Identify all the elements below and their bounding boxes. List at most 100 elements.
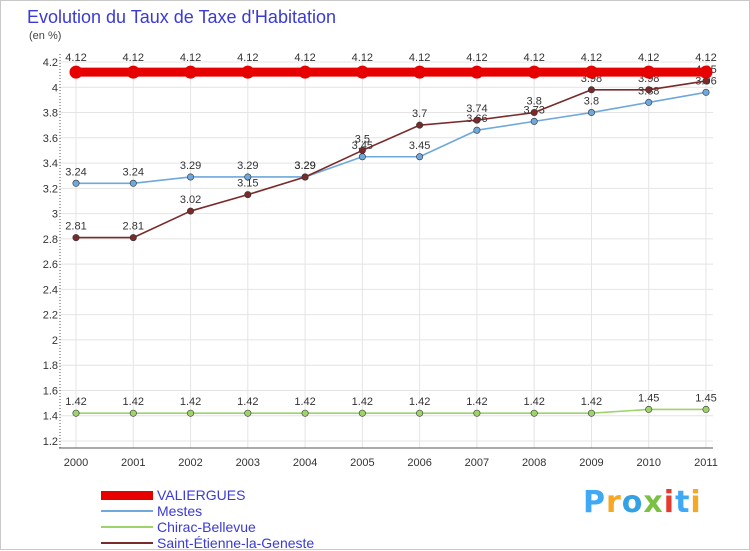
series-line-chirac-bellevue (76, 408, 706, 415)
data-point-chirac-bellevue (244, 409, 252, 417)
x-tick-label: 2005 (350, 457, 374, 469)
data-label-valiergues: 4.12 (294, 52, 315, 64)
data-point-saint-etienne-la-geneste (416, 121, 424, 129)
data-label-chirac-bellevue: 1.42 (65, 396, 86, 408)
legend-label: Mestes (157, 503, 203, 519)
data-point-valiergues (699, 65, 713, 79)
data-point-chirac-bellevue (187, 409, 195, 417)
data-point-mestes (129, 179, 137, 187)
data-point-chirac-bellevue (530, 409, 538, 417)
legend-swatch (101, 510, 153, 512)
data-label-valiergues: 4.12 (695, 52, 716, 64)
x-tick-label: 2006 (407, 457, 431, 469)
data-point-valiergues (527, 65, 541, 79)
data-label-chirac-bellevue: 1.42 (466, 396, 487, 408)
data-point-valiergues (298, 65, 312, 79)
data-point-saint-etienne-la-geneste (530, 109, 538, 117)
x-tick-label: 2003 (236, 457, 260, 469)
data-point-valiergues (69, 65, 83, 79)
data-point-valiergues (241, 65, 255, 79)
data-label-valiergues: 4.12 (638, 52, 659, 64)
data-label-mestes: 3.24 (123, 166, 144, 178)
data-point-mestes (358, 153, 366, 161)
data-point-chirac-bellevue (358, 409, 366, 417)
y-tick-label: 3.8 (43, 108, 58, 120)
data-point-chirac-bellevue (416, 409, 424, 417)
data-label-chirac-bellevue: 1.42 (237, 396, 258, 408)
data-point-valiergues (126, 65, 140, 79)
legend-label: Chirac-Bellevue (157, 519, 256, 535)
legend-label: Saint-Étienne-la-Geneste (157, 535, 315, 551)
series-line-saint-etienne-la-geneste (76, 80, 707, 239)
data-point-saint-etienne-la-geneste (187, 207, 195, 215)
data-label-chirac-bellevue: 1.42 (409, 396, 430, 408)
x-tick-label: 2008 (522, 457, 546, 469)
data-label-valiergues: 4.12 (237, 52, 258, 64)
data-point-saint-etienne-la-geneste (587, 86, 595, 94)
data-label-chirac-bellevue: 1.45 (695, 392, 716, 404)
x-tick-label: 2007 (465, 457, 489, 469)
y-tick-label: 3.2 (43, 183, 58, 195)
data-label-valiergues: 4.12 (123, 52, 144, 64)
data-point-saint-etienne-la-geneste (645, 86, 653, 94)
proxiti-logo: Proxiti (583, 485, 702, 520)
data-label-saint-etienne-la-geneste: 2.81 (123, 221, 144, 233)
data-point-chirac-bellevue (702, 405, 710, 413)
data-label-valiergues: 4.12 (180, 52, 201, 64)
y-tick-label: 3.4 (43, 158, 58, 170)
data-point-valiergues (584, 65, 598, 79)
y-tick-label: 2.6 (43, 259, 58, 271)
data-point-saint-etienne-la-geneste (301, 173, 309, 181)
data-point-valiergues (184, 65, 198, 79)
data-label-mestes: 3.29 (237, 160, 258, 172)
y-tick-label: 3 (52, 209, 58, 221)
data-label-saint-etienne-la-geneste: 3.7 (412, 108, 427, 120)
data-point-mestes (587, 109, 595, 117)
data-point-valiergues (470, 65, 484, 79)
y-unit-label: (en %) (29, 30, 62, 42)
data-label-saint-etienne-la-geneste: 3.29 (294, 160, 315, 172)
chart-title: Evolution du Taux de Taxe d'Habitation (27, 7, 336, 27)
data-point-chirac-bellevue (129, 409, 137, 417)
data-label-chirac-bellevue: 1.42 (523, 396, 544, 408)
legend-swatch (101, 491, 153, 500)
data-label-valiergues: 4.12 (581, 52, 602, 64)
data-label-chirac-bellevue: 1.42 (581, 396, 602, 408)
data-point-chirac-bellevue (645, 405, 653, 413)
data-label-valiergues: 4.12 (466, 52, 487, 64)
data-point-mestes (473, 126, 481, 134)
data-label-saint-etienne-la-geneste: 3.15 (237, 178, 258, 190)
data-point-mestes (702, 88, 710, 96)
data-point-mestes (645, 98, 653, 106)
data-point-valiergues (355, 65, 369, 79)
data-point-saint-etienne-la-geneste (473, 116, 481, 124)
y-tick-label: 2 (52, 335, 58, 347)
legend-swatch (101, 542, 153, 544)
data-point-mestes (244, 173, 252, 181)
data-label-mestes: 3.24 (65, 166, 86, 178)
legend-swatch (101, 526, 153, 528)
data-label-valiergues: 4.12 (409, 52, 430, 64)
data-label-saint-etienne-la-geneste: 3.5 (355, 133, 370, 145)
y-tick-label: 1.2 (43, 436, 58, 448)
data-point-valiergues (642, 65, 656, 79)
y-tick-label: 2.8 (43, 234, 58, 246)
y-tick-label: 1.4 (43, 411, 58, 423)
data-point-mestes (187, 173, 195, 181)
data-label-mestes: 3.29 (294, 160, 315, 172)
data-point-mestes (416, 153, 424, 161)
data-label-valiergues: 4.12 (523, 52, 544, 64)
data-point-saint-etienne-la-geneste (702, 77, 710, 85)
data-label-chirac-bellevue: 1.42 (123, 396, 144, 408)
y-tick-label: 3.6 (43, 133, 58, 145)
data-point-chirac-bellevue (473, 409, 481, 417)
data-point-saint-etienne-la-geneste (244, 191, 252, 199)
x-tick-label: 2002 (178, 457, 202, 469)
x-tick-label: 2009 (579, 457, 603, 469)
data-label-chirac-bellevue: 1.45 (638, 392, 659, 404)
data-point-saint-etienne-la-geneste (129, 234, 137, 242)
data-point-valiergues (413, 65, 427, 79)
y-tick-label: 2.2 (43, 310, 58, 322)
